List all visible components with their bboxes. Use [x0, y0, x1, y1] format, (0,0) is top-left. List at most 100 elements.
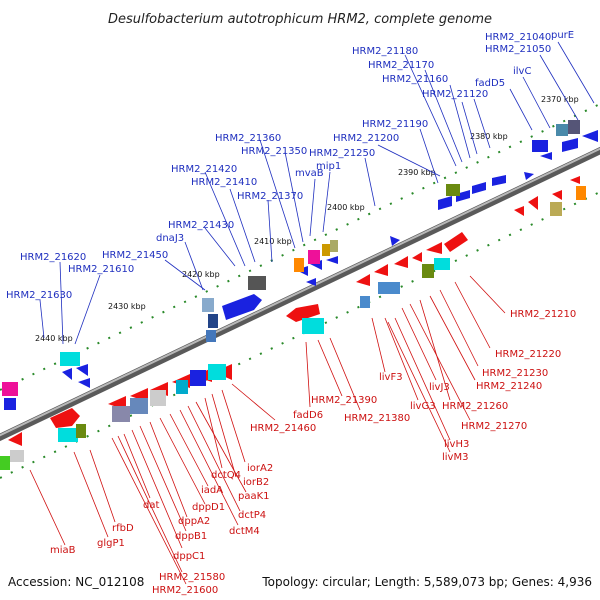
- gene-label: ilvC: [513, 66, 531, 77]
- gene-label: HRM2_21580: [159, 572, 225, 583]
- gene-arrow: [8, 432, 22, 446]
- gene-block: [378, 282, 400, 294]
- gene-label: HRM2_21230: [482, 368, 548, 379]
- gene-label: HRM2_21170: [368, 60, 434, 71]
- gene-arrow: [78, 378, 90, 388]
- gene-block: [434, 258, 450, 270]
- gene-label: dctM4: [229, 526, 260, 537]
- gene-arrow: [582, 130, 598, 142]
- gene-block: [568, 120, 580, 134]
- gene-arrow: [426, 242, 442, 254]
- gene-arrow: [286, 304, 320, 322]
- gene-block: [360, 296, 370, 308]
- gene-block: [422, 264, 434, 278]
- gene-arrow: [62, 368, 72, 380]
- genome-backbone: [0, 146, 600, 442]
- gene-arrow: [570, 176, 580, 184]
- gene-label: HRM2_21610: [68, 264, 134, 275]
- gene-label: mvaB: [295, 168, 324, 179]
- gene-block: [176, 380, 188, 394]
- gene-label: livG3: [410, 401, 436, 412]
- gene-arrow: [444, 232, 468, 252]
- gene-label: dnaJ3: [156, 233, 184, 244]
- kbp-label: 2400 kbp: [327, 203, 365, 212]
- gene-label: dctQ4: [211, 470, 241, 481]
- gene-label: HRM2_21360: [215, 133, 281, 144]
- tick-track-forward: [0, 103, 600, 391]
- gene-arrow: [222, 294, 262, 320]
- gene-arrow: [438, 196, 452, 210]
- gene-arrow: [492, 175, 506, 186]
- gene-label: purE: [551, 30, 574, 41]
- gene-arrow: [540, 152, 552, 160]
- gene-block: [130, 398, 148, 414]
- gene-block: [208, 314, 218, 328]
- gene-label: livM3: [442, 452, 468, 463]
- gene-label: miaB: [50, 545, 76, 556]
- gene-block: [330, 240, 338, 252]
- gene-label: iorA2: [247, 463, 273, 474]
- reverse-gene-labels: HRM2_21210 HRM2_21220 HRM2_21230 HRM2_21…: [50, 309, 576, 596]
- gene-label: HRM2_21620: [20, 252, 86, 263]
- gene-arrow: [50, 408, 80, 428]
- gene-block: [302, 318, 324, 334]
- gene-label: HRM2_21180: [352, 46, 418, 57]
- gene-arrow: [514, 206, 524, 216]
- gene-label: HRM2_21240: [476, 381, 542, 392]
- gene-block: [4, 398, 16, 410]
- gene-arrow: [76, 364, 88, 376]
- gene-label: glgP1: [97, 538, 125, 549]
- map-title: Desulfobacterium autotrophicum HRM2, com…: [108, 12, 492, 27]
- gene-label: dppD1: [192, 502, 225, 513]
- gene-label: HRM2_21390: [311, 395, 377, 406]
- gene-label: dat: [143, 500, 159, 511]
- gene-block: [446, 184, 460, 196]
- gene-label: dppB1: [175, 531, 207, 542]
- gene-arrow: [524, 172, 534, 180]
- accession-text: Accession: NC_012108: [8, 575, 144, 589]
- gene-label: dppA2: [178, 516, 210, 527]
- gene-label: livF3: [379, 372, 403, 383]
- gene-block: [248, 276, 266, 290]
- gene-label: HRM2_21040: [485, 32, 551, 43]
- gene-block: [308, 250, 320, 264]
- gene-label: HRM2_21460: [250, 423, 316, 434]
- gene-label: HRM2_21630: [6, 290, 72, 301]
- gene-label: livH3: [444, 439, 469, 450]
- gene-block: [322, 244, 330, 256]
- gene-label: HRM2_21270: [461, 421, 527, 432]
- gene-arrow: [562, 138, 578, 152]
- gene-arrow: [356, 274, 370, 286]
- gene-block: [112, 406, 130, 422]
- gene-label: HRM2_21200: [333, 133, 399, 144]
- gene-arrow: [326, 256, 338, 264]
- gene-label: dctP4: [238, 510, 266, 521]
- gene-block: [150, 390, 166, 406]
- reverse-leader-lines: [29, 275, 506, 585]
- gene-arrow: [374, 264, 388, 276]
- gene-label: HRM2_21050: [485, 44, 551, 55]
- gene-block: [2, 382, 18, 396]
- gene-label: dppC1: [173, 551, 205, 562]
- gene-block: [0, 456, 10, 470]
- gene-label: HRM2_21380: [344, 413, 410, 424]
- forward-gene-labels: purE HRM2_21040 HRM2_21050 ilvC fadD5 HR…: [6, 30, 574, 301]
- gene-label: HRM2_21410: [191, 177, 257, 188]
- gene-label: HRM2_21430: [168, 220, 234, 231]
- gene-label: iadA: [201, 485, 223, 496]
- tick-track-reverse: [0, 191, 600, 479]
- gene-label: fadD5: [475, 78, 505, 89]
- gene-label: HRM2_21600: [152, 585, 218, 596]
- gene-block: [294, 258, 304, 272]
- gene-label: HRM2_21120: [422, 89, 488, 100]
- gene-label: mip1: [316, 161, 341, 172]
- kbp-scale: 2370 kbp 2380 kbp 2390 kbp 2400 kbp 2410…: [35, 95, 579, 343]
- kbp-label: 2430 kbp: [108, 302, 146, 311]
- kbp-label: 2390 kbp: [398, 168, 436, 177]
- kbp-label: 2420 kbp: [182, 270, 220, 279]
- gene-block: [190, 370, 206, 386]
- gene-label: HRM2_21450: [102, 250, 168, 261]
- gene-arrow: [528, 196, 538, 210]
